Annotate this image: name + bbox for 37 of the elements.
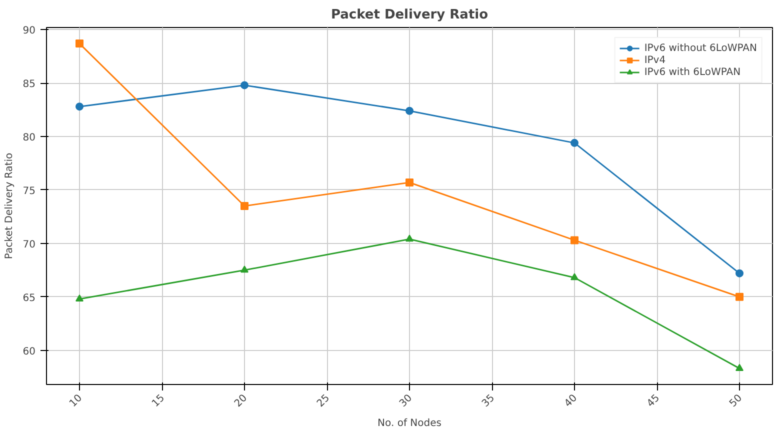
x-tick-label: 15 <box>150 392 167 410</box>
y-tick-label: 60 <box>22 346 36 358</box>
point <box>570 273 578 280</box>
point <box>736 292 744 301</box>
y-tick-label: 70 <box>22 239 36 250</box>
y-tick-label: 85 <box>22 79 36 90</box>
x-tick-label: 35 <box>480 392 497 410</box>
legend-label: IPv6 without 6LoWPAN <box>644 42 757 54</box>
point <box>76 40 84 48</box>
legend-label: IPv6 with 6LoWPAN <box>644 66 741 78</box>
x-tick-label: 50 <box>728 392 744 410</box>
y-tick-label: 65 <box>22 292 36 304</box>
y-tick-label: 90 <box>22 26 36 37</box>
point <box>76 294 84 302</box>
x-tick-label: 40 <box>562 392 580 410</box>
point <box>406 178 414 186</box>
x-tick-label: 30 <box>398 392 414 410</box>
x-tick-label: 25 <box>315 392 332 410</box>
point <box>406 234 414 242</box>
y-axis-title: Packet Delivery Ratio <box>4 152 15 260</box>
point <box>240 202 248 210</box>
point <box>240 81 248 90</box>
x-tick-label: 10 <box>68 392 84 410</box>
point <box>76 102 84 111</box>
point <box>570 236 578 244</box>
chart-title: Packet Delivery Ratio <box>330 8 488 22</box>
point <box>736 269 744 278</box>
x-tick-label: 20 <box>232 392 250 410</box>
y-tick-label: 75 <box>22 186 36 197</box>
y-tick-label: 80 <box>22 132 36 144</box>
x-axis-title: No. of Nodes <box>378 418 442 430</box>
point <box>406 106 414 115</box>
legend-label: IPv4 <box>644 54 666 66</box>
point <box>570 138 578 147</box>
point <box>240 266 248 273</box>
x-tick-label: 45 <box>645 392 662 410</box>
point <box>736 364 744 371</box>
